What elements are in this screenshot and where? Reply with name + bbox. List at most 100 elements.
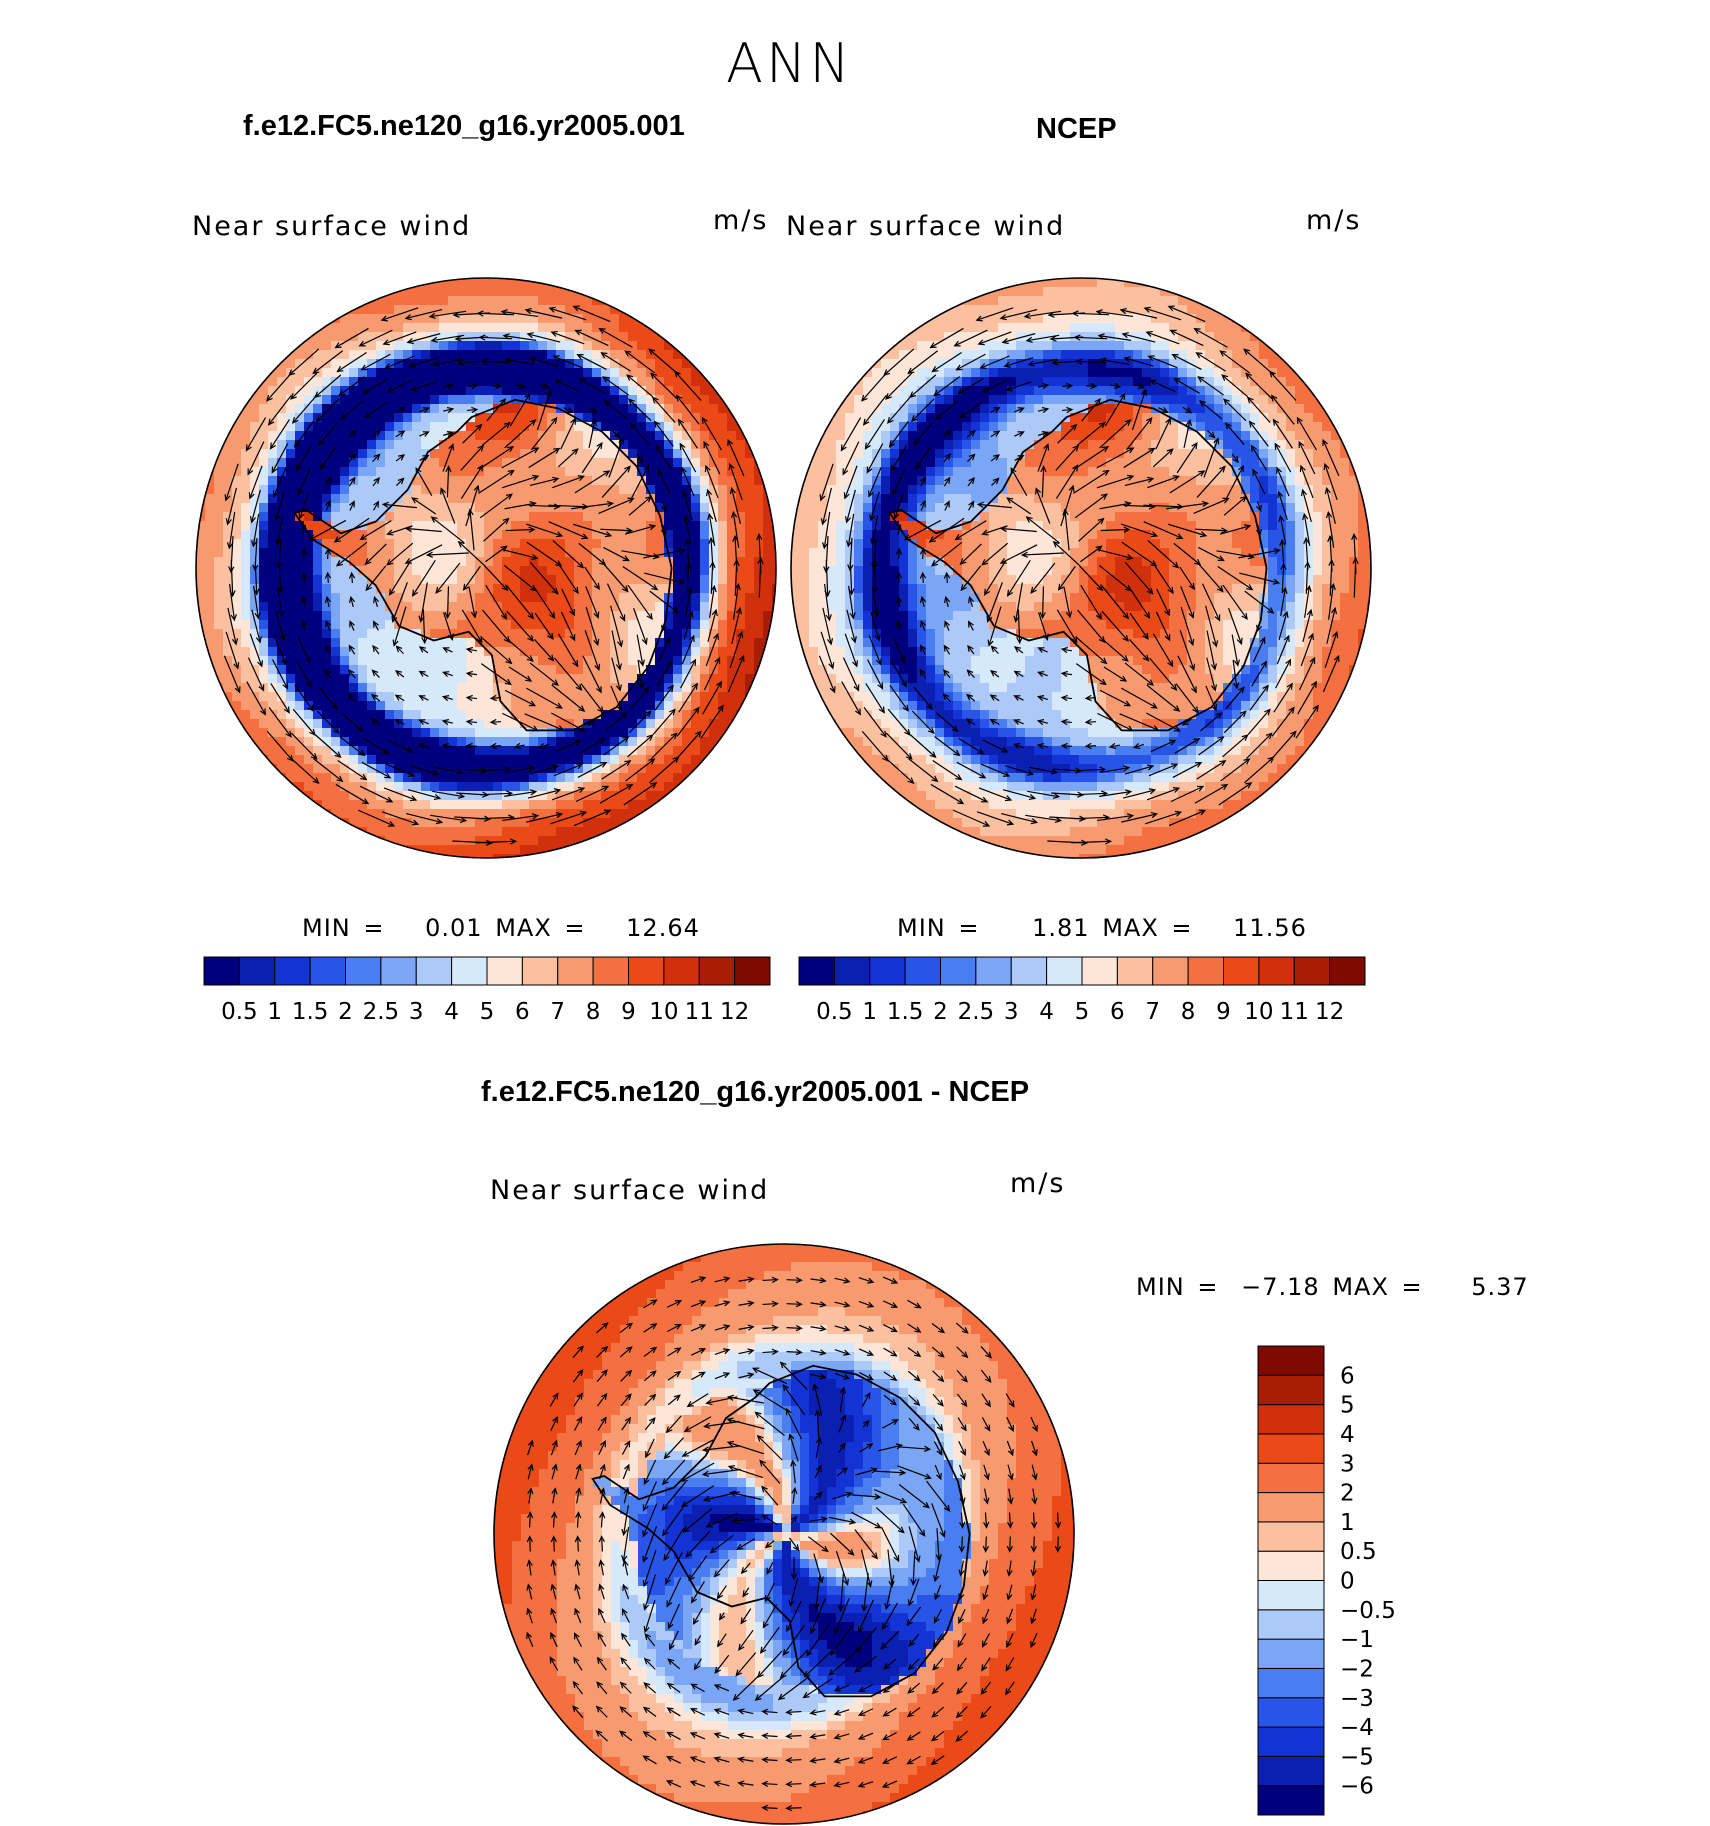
map-cell [601,305,611,315]
map-cell [439,521,449,531]
map-cell [214,692,224,702]
map-cell [980,377,990,387]
wind-vector [490,721,502,723]
map-cell [899,368,909,378]
wind-arrowhead [257,660,264,668]
map-cell [403,827,413,837]
map-cell [394,818,404,828]
map-cell [1079,359,1089,369]
wind-vector [581,442,603,474]
map-cell [872,368,882,378]
max-label: MAX = [495,914,586,942]
map-cell [547,332,557,342]
wind-arrowhead [349,620,355,628]
map-cell [529,278,539,288]
map-cell [709,593,719,603]
wind-vector [684,515,692,545]
map-cell [1034,323,1044,333]
map-cell [394,755,404,765]
map-cell [502,620,512,630]
map-cell [286,521,296,531]
map-cell [448,701,458,711]
map-cell [376,548,386,558]
map-cell [691,377,701,387]
map-cell [502,350,512,360]
map-cell [646,386,656,396]
map-cell [1214,404,1224,414]
map-cell [232,692,242,702]
map-cell [502,422,512,432]
map-cell [863,413,873,423]
wind-arrowhead [717,704,724,712]
map-cell [547,431,557,441]
map-cell [367,341,377,351]
map-cell [673,674,683,684]
wind-vector [524,713,564,731]
map-cell [493,332,503,342]
map-cell [457,368,467,378]
map-cell [475,440,485,450]
map-cell [259,458,269,468]
map-cell [691,413,701,423]
map-cell [484,521,494,531]
map-cell [502,737,512,747]
map-cell [529,665,539,675]
map-cell [556,413,566,423]
wind-vector [440,488,456,524]
map-cell [538,611,548,621]
map-cell [268,413,278,423]
map-cell [358,557,368,567]
map-cell [367,431,377,441]
map-cell [421,701,431,711]
map-cell [313,539,323,549]
map-cell [592,737,602,747]
map-cell [1133,287,1143,297]
map-cell [331,476,341,486]
map-cell [241,647,251,657]
map-cell [502,431,512,441]
map-cell [511,404,521,414]
map-cell [223,557,233,567]
wind-vector [381,307,419,321]
map-cell [466,449,476,459]
map-cell [655,674,665,684]
map-cell [403,440,413,450]
wind-arrowhead [524,307,532,315]
map-cell [250,449,260,459]
map-cell [601,557,611,567]
map-cell [412,620,422,630]
map-cell [700,503,710,513]
map-cell [646,719,656,729]
map-cell [286,602,296,612]
map-cell [250,737,260,747]
map-cell [367,719,377,729]
wind-vector [710,562,714,594]
map-cell [637,638,647,648]
map-cell [421,512,431,522]
map-cell [475,485,485,495]
map-cell [286,566,296,576]
wind-vector [504,791,536,797]
wind-arrowhead [501,584,509,592]
map-cell [998,386,1008,396]
wind-vector [685,588,691,616]
map-cell [259,485,269,495]
map-cell [358,701,368,711]
map-cell [466,728,476,738]
map-cell [646,359,656,369]
map-cell [250,584,260,594]
wind-vector [469,509,475,551]
wind-arrowhead [332,727,340,734]
map-cell [538,854,548,858]
map-cell [664,557,674,567]
min-value: 1.81 [1032,914,1090,942]
wind-vector [253,585,259,619]
wind-arrowhead [615,663,623,671]
map-cell [610,647,620,657]
wind-arrowhead [455,768,464,775]
map-cell [736,440,746,450]
map-cell [556,377,566,387]
map-cell [655,323,665,333]
map-cell [556,575,566,585]
map-cell [565,809,575,819]
